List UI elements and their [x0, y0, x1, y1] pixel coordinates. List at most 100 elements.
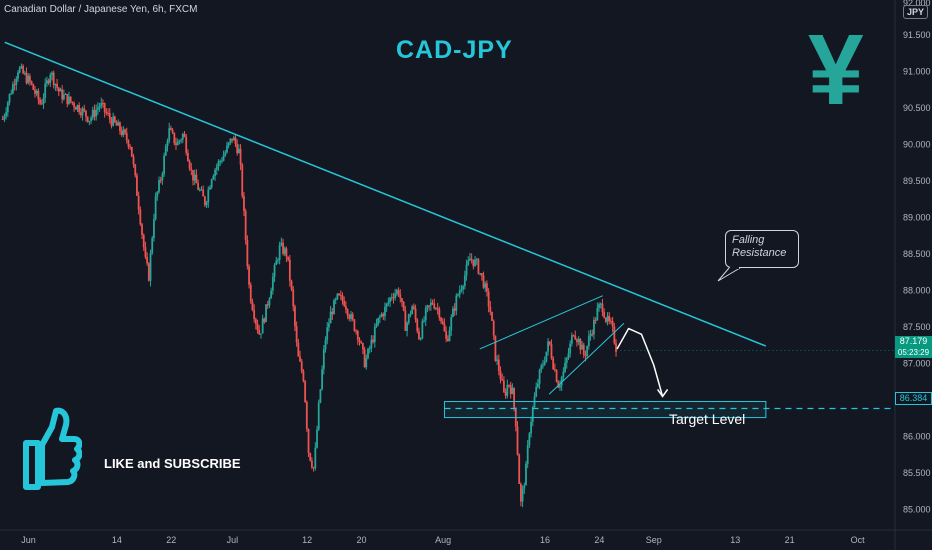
candle[interactable] — [88, 120, 91, 126]
candle[interactable] — [601, 298, 604, 317]
candle[interactable] — [482, 271, 485, 289]
candle[interactable] — [20, 63, 23, 69]
candle[interactable] — [91, 106, 94, 121]
candle[interactable] — [611, 316, 614, 333]
candle[interactable] — [129, 144, 132, 150]
candle[interactable] — [188, 159, 191, 172]
candle[interactable] — [285, 246, 288, 262]
candle[interactable] — [30, 80, 33, 86]
candle[interactable] — [102, 99, 104, 108]
candle[interactable] — [302, 369, 305, 383]
candle[interactable] — [265, 304, 267, 323]
candle[interactable] — [348, 313, 351, 322]
candle[interactable] — [115, 120, 118, 126]
candle[interactable] — [294, 304, 296, 332]
projection-arrow[interactable] — [616, 327, 664, 397]
candle[interactable] — [334, 297, 337, 305]
candle[interactable] — [361, 342, 364, 355]
candle[interactable] — [212, 174, 215, 180]
candle[interactable] — [479, 273, 482, 276]
candle[interactable] — [462, 284, 465, 295]
candle[interactable] — [164, 143, 167, 157]
candle[interactable] — [295, 321, 298, 347]
candle[interactable] — [587, 330, 590, 350]
candle[interactable] — [297, 338, 300, 357]
candle[interactable] — [231, 138, 233, 144]
candle[interactable] — [326, 322, 329, 345]
candle[interactable] — [210, 178, 213, 190]
candle[interactable] — [586, 345, 589, 359]
candle[interactable] — [540, 363, 543, 373]
candle[interactable] — [35, 88, 38, 97]
candle[interactable] — [322, 345, 325, 375]
candle[interactable] — [407, 313, 410, 325]
candle[interactable] — [187, 149, 189, 162]
candle[interactable] — [263, 317, 266, 324]
candle[interactable] — [98, 102, 101, 112]
candle[interactable] — [440, 316, 442, 324]
candle[interactable] — [487, 288, 490, 313]
candle[interactable] — [394, 288, 397, 301]
candle[interactable] — [136, 172, 138, 196]
candle[interactable] — [543, 356, 546, 367]
candle[interactable] — [545, 351, 548, 363]
candle[interactable] — [548, 341, 551, 346]
candle[interactable] — [110, 117, 113, 129]
candle[interactable] — [47, 78, 50, 86]
candle[interactable] — [203, 195, 206, 208]
candle[interactable] — [448, 326, 451, 342]
candle[interactable] — [397, 287, 400, 297]
candle[interactable] — [277, 257, 279, 264]
candle[interactable] — [368, 345, 371, 354]
candle[interactable] — [338, 292, 341, 296]
candle[interactable] — [494, 335, 497, 362]
candle[interactable] — [577, 336, 580, 346]
candle[interactable] — [59, 87, 62, 92]
candle[interactable] — [559, 380, 561, 391]
candle[interactable] — [224, 149, 227, 157]
candle[interactable] — [243, 192, 245, 217]
candle[interactable] — [234, 134, 237, 148]
candle[interactable] — [249, 282, 252, 305]
candle[interactable] — [509, 381, 512, 399]
candle[interactable] — [197, 179, 199, 191]
candle[interactable] — [341, 292, 344, 305]
candle[interactable] — [217, 159, 220, 171]
candle[interactable] — [606, 312, 609, 326]
wedge-upper-line[interactable] — [479, 295, 603, 350]
candle[interactable] — [266, 300, 269, 309]
candle[interactable] — [17, 70, 19, 82]
candle[interactable] — [536, 379, 539, 389]
candle[interactable] — [480, 272, 483, 281]
candle[interactable] — [567, 347, 570, 361]
candle[interactable] — [582, 342, 585, 359]
candle[interactable] — [6, 100, 9, 117]
candle[interactable] — [108, 107, 111, 124]
candle[interactable] — [385, 302, 388, 312]
candle[interactable] — [158, 176, 160, 194]
candle[interactable] — [355, 329, 357, 335]
candle[interactable] — [457, 293, 459, 297]
candle[interactable] — [511, 383, 514, 395]
candle[interactable] — [5, 107, 8, 120]
candle[interactable] — [460, 284, 463, 293]
candle[interactable] — [142, 233, 145, 251]
candle[interactable] — [283, 246, 286, 257]
candle[interactable] — [305, 400, 308, 432]
candle[interactable] — [103, 102, 106, 118]
candle[interactable] — [521, 485, 524, 508]
candle[interactable] — [312, 466, 315, 472]
candle[interactable] — [358, 337, 361, 346]
candle[interactable] — [411, 304, 414, 315]
candle[interactable] — [469, 252, 471, 261]
candle[interactable] — [163, 152, 166, 177]
candle[interactable] — [40, 99, 43, 105]
candle[interactable] — [222, 150, 225, 162]
candle[interactable] — [508, 384, 510, 388]
candle[interactable] — [402, 300, 405, 312]
candle[interactable] — [501, 373, 504, 382]
candle[interactable] — [406, 321, 408, 337]
candle[interactable] — [130, 146, 133, 157]
candle[interactable] — [85, 110, 87, 122]
candle[interactable] — [76, 104, 79, 112]
